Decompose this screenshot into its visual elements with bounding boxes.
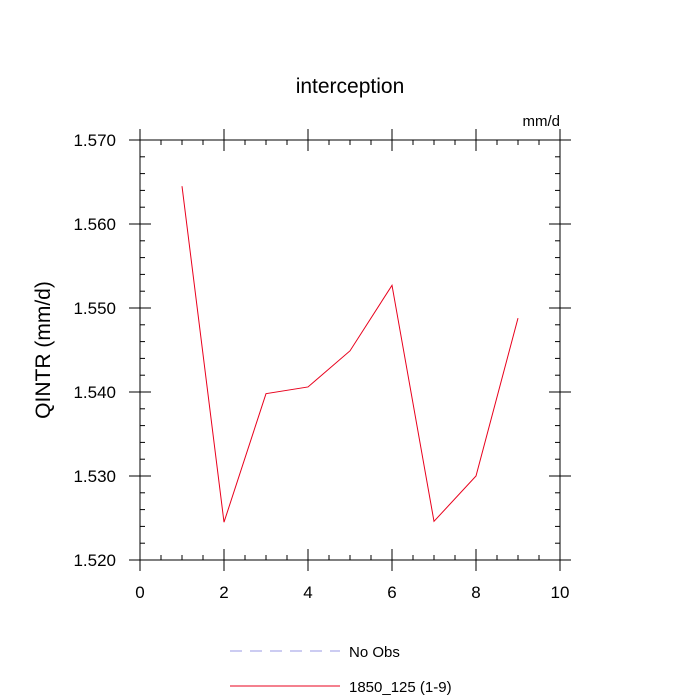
y-tick-label: 1.570: [73, 131, 116, 150]
y-tick-label: 1.560: [73, 215, 116, 234]
x-tick-label: 6: [387, 583, 396, 602]
legend-label: No Obs: [349, 644, 400, 661]
chart-title: interception: [296, 75, 405, 98]
x-tick-label: 10: [551, 583, 570, 602]
x-tick-label: 0: [135, 583, 144, 602]
series-line: [181, 186, 519, 523]
series-layer: [181, 186, 519, 523]
y-tick-label: 1.530: [73, 467, 116, 486]
axis-ticks: 0 2 4 6 8 10 1.520 1.530 1.540 1.550 1.560 1.570: [73, 129, 571, 602]
y-tick-label: 1.540: [73, 383, 116, 402]
y-tick-label: 1.550: [73, 299, 116, 318]
x-tick-label: 4: [303, 583, 312, 602]
y-tick-label: 1.520: [73, 551, 116, 570]
x-tick-label: 2: [219, 583, 228, 602]
legend: No Obs 1850_125 (1-9): [230, 644, 452, 696]
legend-label: 1850_125 (1-9): [349, 679, 452, 696]
x-tick-label: 8: [471, 583, 480, 602]
y-axis-label: QINTR (mm/d): [32, 281, 55, 419]
units-label: mm/d: [523, 113, 561, 130]
